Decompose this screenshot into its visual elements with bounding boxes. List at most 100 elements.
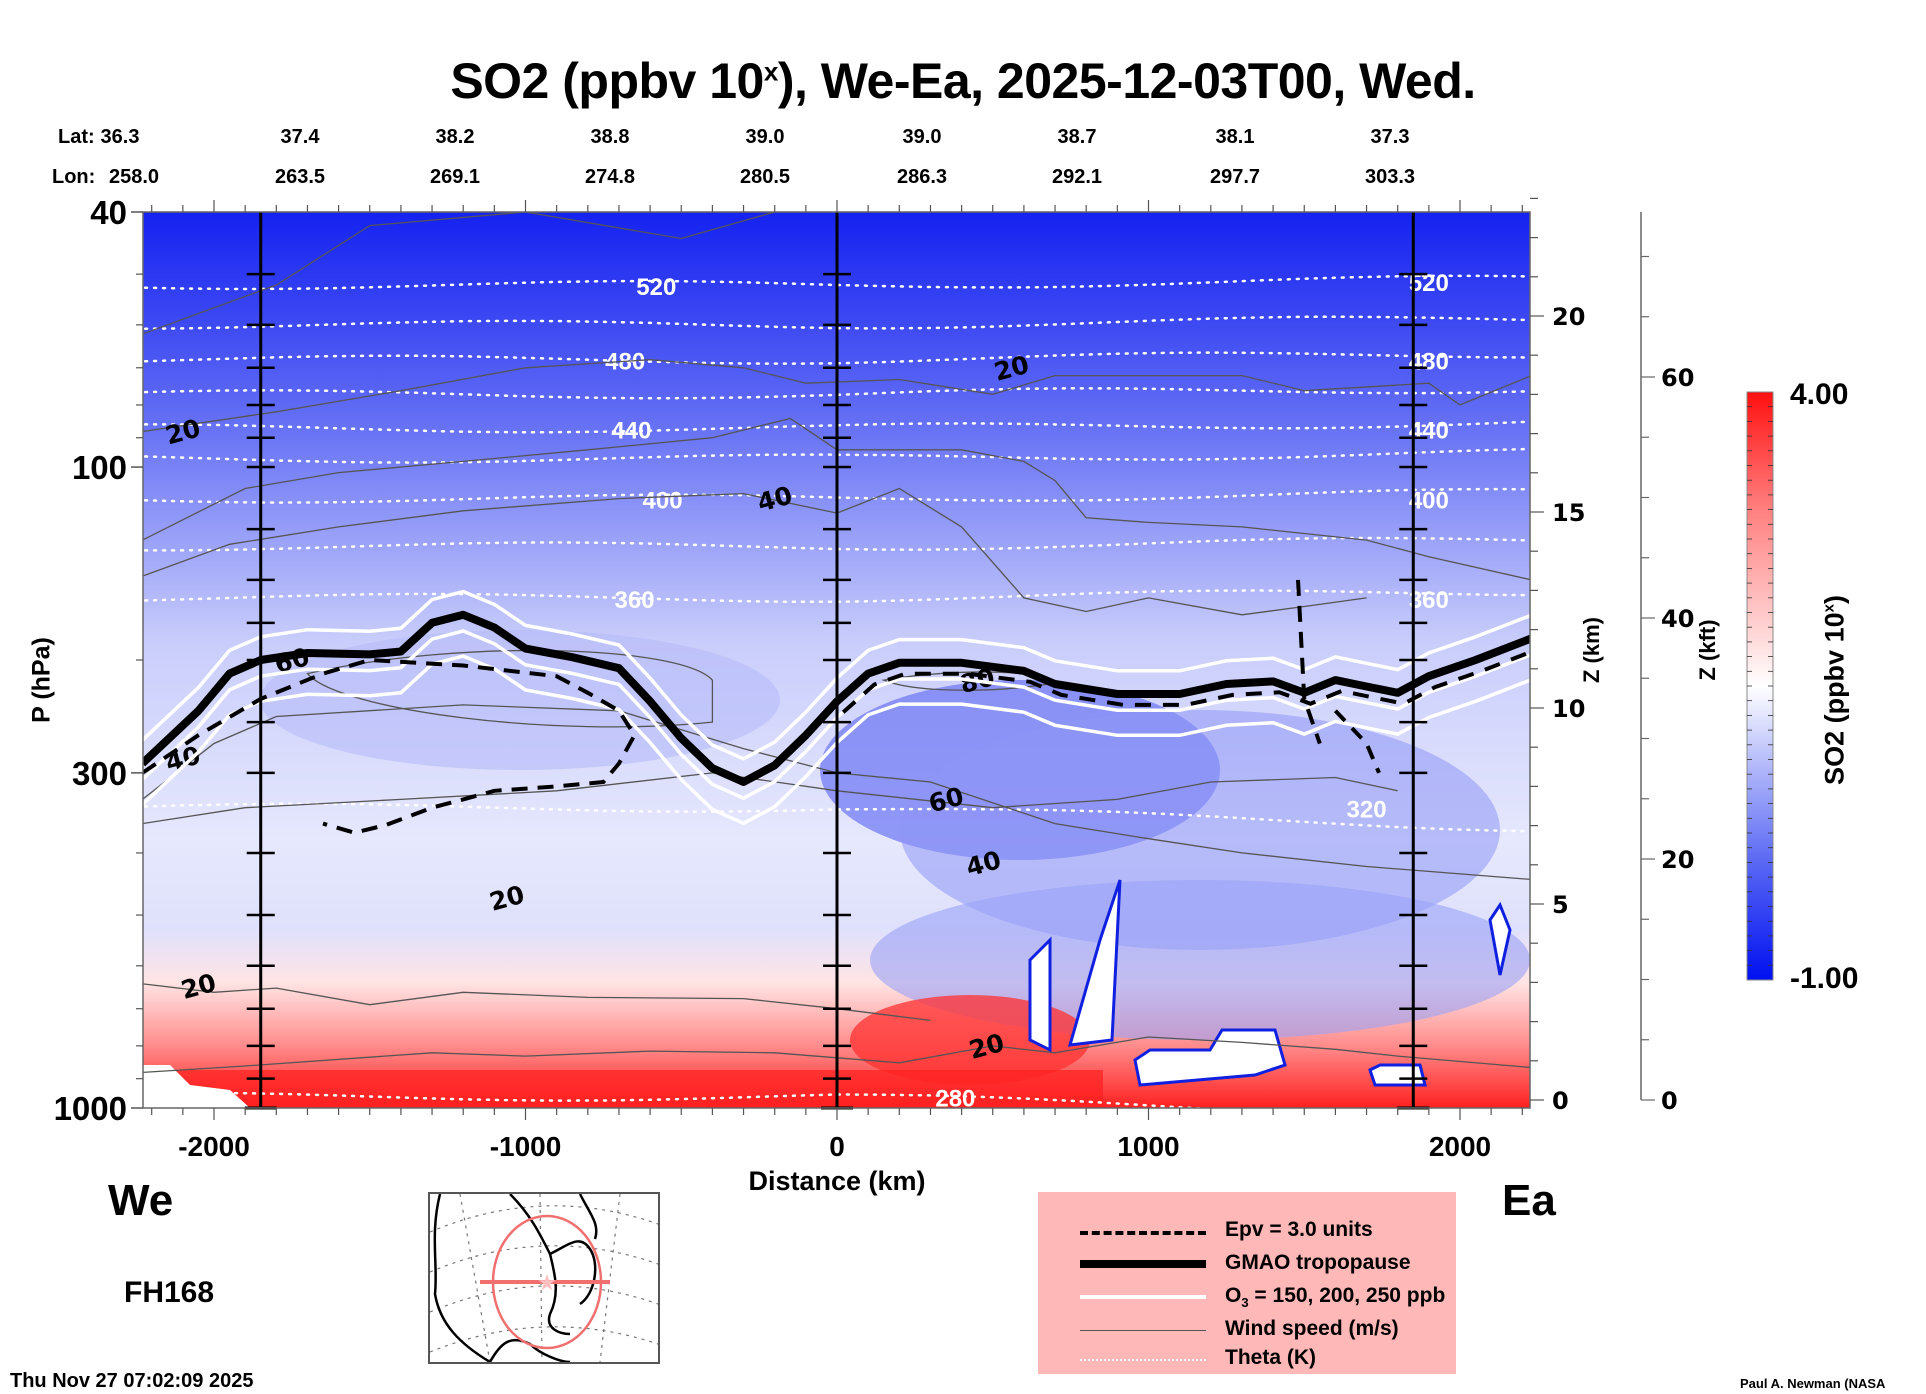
so2-missing-region [1368, 1063, 1427, 1087]
title-text: SO2 (ppbv 10 [450, 53, 764, 109]
lon-label: Lon: [52, 166, 96, 188]
legend-item-epv: Epv = 3.0 units [1038, 1216, 1456, 1246]
z-kft-tick-label: 20 [1661, 846, 1694, 874]
wind-speed-contour [143, 983, 931, 1022]
legend-thin-line-icon [1080, 1330, 1206, 1331]
so2-red-band [143, 1070, 1103, 1108]
colorbar-label-sup: x [1820, 604, 1838, 613]
y-tick-label: 1000 [54, 1090, 127, 1127]
east-label: Ea [1502, 1176, 1556, 1225]
z-km-tick-label: 15 [1552, 499, 1585, 527]
theta-contour-label: 360 [1409, 587, 1449, 614]
legend-label: Theta (K) [1225, 1346, 1316, 1369]
legend-label-rest: = 150, 200, 250 ppb [1248, 1284, 1446, 1307]
so2-missing-region [1067, 879, 1122, 1047]
ozone-contour [143, 589, 1530, 761]
z-kft-tick-label: 60 [1661, 364, 1694, 392]
ozone-contour [143, 629, 1530, 801]
y-tick-label: 100 [72, 449, 127, 486]
lon-value: 274.8 [584, 166, 636, 188]
x-tick-label: -2000 [178, 1131, 250, 1162]
so2-missing-region [143, 1065, 250, 1108]
legend-dashed-line-icon [1080, 1231, 1206, 1235]
theta-contour-label: 360 [615, 587, 655, 614]
wind-speed-contour [143, 487, 1367, 616]
wind-speed-contour [143, 359, 1530, 433]
wind-speed-contour [143, 212, 775, 335]
legend-label: GMAO tropopause [1225, 1251, 1411, 1274]
ozone-contour [143, 654, 1530, 826]
chart-title: SO2 (ppbv 10x), We-Ea, 2025-12-03T00, We… [0, 52, 1926, 110]
theta-contour-label: 400 [1409, 488, 1449, 515]
legend-item-ozone: O3 = 150, 200, 250 ppb [1038, 1282, 1456, 1312]
colorbar-label-suffix: ) [1819, 595, 1850, 605]
lat-value: 38.8 [590, 126, 630, 148]
legend-item-tropopause: GMAO tropopause [1038, 1249, 1456, 1279]
z-kft-tick-label: 40 [1661, 605, 1694, 633]
lon-value: 286.3 [896, 166, 948, 188]
lat-value: 37.3 [1370, 126, 1410, 148]
legend-label: O3 = 150, 200, 250 ppb [1225, 1284, 1445, 1310]
lat-value: 36.3 [100, 126, 140, 148]
title-suffix: ), We-Ea, 2025-12-03T00, Wed. [777, 53, 1476, 109]
theta-contour-label: 440 [1409, 417, 1449, 444]
axes: -2000 -1000 0 1000 2000 40 100 300 1000 0 5 10 15 20 0… [54, 194, 1695, 1162]
z-km-tick-label: 5 [1552, 891, 1569, 919]
tropopause-line [143, 610, 1530, 786]
wind-speed-contour [143, 417, 1530, 581]
lat-value: 37.4 [280, 126, 320, 148]
vertical-markers [244, 212, 1430, 1110]
x-axis-label: Distance (km) [748, 1166, 926, 1196]
colorbar-ticks [1747, 406, 1773, 966]
so2-missing-region [1133, 1028, 1287, 1087]
epv-line [1296, 579, 1322, 745]
z-km-tick-label: 20 [1552, 303, 1585, 331]
lat-value: 39.0 [902, 126, 942, 148]
colorbar-label: SO2 (ppbv 10x) [1820, 595, 1851, 785]
forecast-hour-label: FH168 [124, 1276, 215, 1309]
minimap-svg: ★ [430, 1194, 658, 1362]
credit-label: Paul A. Newman (NASA [1740, 1376, 1886, 1391]
legend-item-wind: Wind speed (m/s) [1038, 1315, 1456, 1345]
lon-value: 303.3 [1364, 166, 1416, 188]
legend-label: Wind speed (m/s) [1225, 1317, 1399, 1340]
lon-value: 263.5 [274, 166, 326, 188]
timestamp: Thu Nov 27 07:02:09 2025 [10, 1370, 254, 1392]
ozone-contours [143, 589, 1530, 826]
wind-speed-contour [306, 649, 714, 728]
y-axis-label: P (hPa) [27, 637, 56, 723]
lon-value: 297.7 [1209, 166, 1261, 188]
legend-label-o: O [1225, 1284, 1242, 1307]
x-tick-label: 2000 [1429, 1131, 1491, 1162]
legend-item-theta: Theta (K) [1038, 1344, 1456, 1374]
lon-value: 269.1 [429, 166, 481, 188]
lat-value: 39.0 [745, 126, 785, 148]
lon-value: 280.5 [739, 166, 791, 188]
colorbar-min-label: -1.00 [1790, 962, 1859, 995]
legend-thick-line-icon [1080, 1260, 1206, 1268]
legend-dotted-line-icon [1080, 1359, 1206, 1361]
legend-label-sub: 3 [1241, 1295, 1249, 1311]
theta-contour-label: 520 [636, 274, 676, 301]
minimap-center-star-icon: ★ [537, 1270, 557, 1295]
lat-label: Lat: [58, 126, 95, 148]
y-tick-label: 300 [72, 755, 127, 792]
so2-blue-blob [260, 630, 780, 770]
z-kft-axis-label: Z (kft) [1695, 619, 1720, 681]
z-km-axis-label: Z (km) [1579, 617, 1604, 683]
legend-label: Epv = 3.0 units [1225, 1218, 1373, 1241]
z-kft-tick-label: 0 [1661, 1087, 1678, 1115]
lat-value: 38.7 [1057, 126, 1097, 148]
x-tick-label: 0 [829, 1131, 845, 1162]
legend: Epv = 3.0 units GMAO tropopause O3 = 150… [1038, 1192, 1456, 1374]
location-minimap: ★ [428, 1192, 660, 1364]
wind-speed-contour [143, 1036, 1530, 1074]
colorbar-label-text: SO2 (ppbv 10 [1819, 612, 1850, 785]
z-km-tick-label: 10 [1552, 695, 1585, 723]
x-tick-label: 1000 [1117, 1131, 1179, 1162]
title-superscript: x [763, 56, 778, 87]
lon-value: 258.0 [108, 166, 160, 188]
x-tick-label: -1000 [490, 1131, 562, 1162]
z-km-tick-label: 0 [1552, 1087, 1569, 1115]
